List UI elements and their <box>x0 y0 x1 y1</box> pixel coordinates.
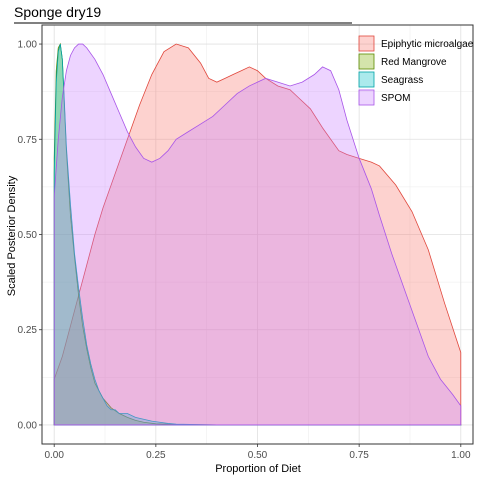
x-axis-ticks: 0.00 0.25 0.50 0.75 1.00 <box>44 444 471 461</box>
x-tick-label: 0.00 <box>44 450 64 461</box>
y-tick-label: 0.75 <box>18 135 38 146</box>
legend: Epiphytic microalgae Red Mangrove Seagrass… <box>358 35 474 106</box>
y-tick-label: 1.00 <box>18 40 38 51</box>
x-tick-label: 1.00 <box>451 450 471 461</box>
density-area-epiphytic-microalgae <box>53 43 462 426</box>
x-axis-title: Proportion of Diet <box>215 463 301 475</box>
y-axis-title: Scaled Posterior Density <box>6 175 18 296</box>
legend-key-seagrass <box>358 71 375 88</box>
y-axis-ticks: 0.00 0.25 0.50 0.75 1.00 <box>18 40 42 431</box>
chart-title: Sponge dry19 <box>14 4 101 20</box>
legend-key-red-mangrove <box>358 53 375 70</box>
y-tick-label: 0.50 <box>18 230 38 241</box>
legend-label-red-mangrove: Red Mangrove <box>381 57 447 68</box>
density-area-seagrass <box>53 43 462 426</box>
x-tick-label: 0.75 <box>349 450 369 461</box>
y-tick-label: 0.25 <box>18 325 38 336</box>
legend-label-spom: SPOM <box>381 93 410 104</box>
density-area-spom <box>53 43 462 426</box>
legend-label-epiphytic-microalgae: Epiphytic microalgae <box>381 39 474 50</box>
y-tick-label: 0.00 <box>18 420 38 431</box>
density-areas <box>53 42 462 426</box>
legend-key-spom <box>358 89 375 106</box>
x-tick-label: 0.50 <box>248 450 268 461</box>
legend-key-epiphytic-microalgae <box>358 35 375 52</box>
legend-label-seagrass: Seagrass <box>381 75 423 86</box>
x-tick-label: 0.25 <box>146 450 166 461</box>
